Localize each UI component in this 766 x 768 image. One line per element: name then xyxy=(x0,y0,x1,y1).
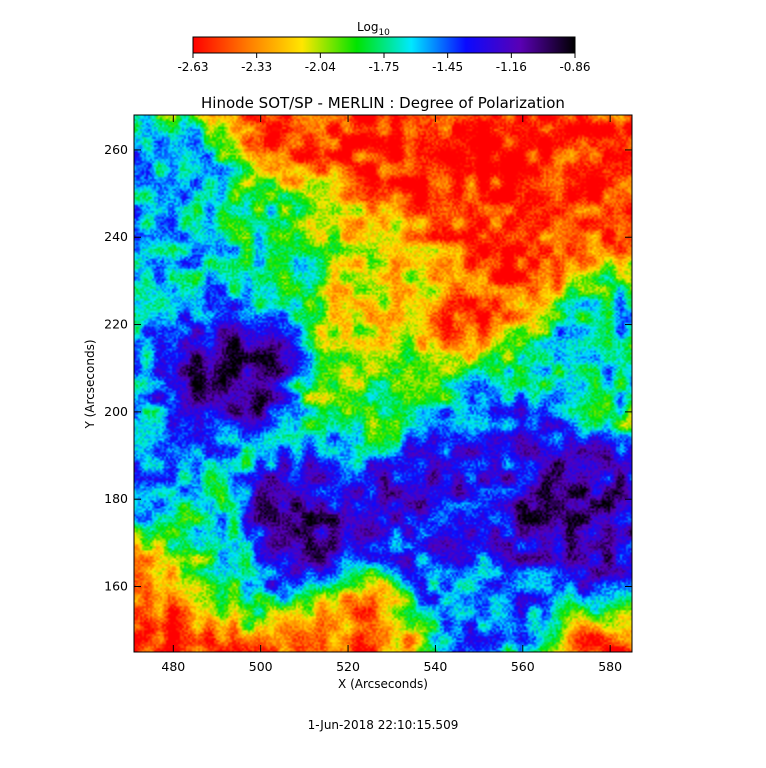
y-axis-label: Y (Arcseconds) xyxy=(83,339,97,429)
heatmap-canvas xyxy=(134,115,632,652)
colorbar-tick-label: -1.45 xyxy=(432,60,463,74)
x-tick-label: 500 xyxy=(249,659,273,674)
y-axis: 160 180 200 220 240 260 xyxy=(104,142,632,594)
x-axis: 480 500 520 540 560 580 xyxy=(161,115,622,674)
x-axis-label: X (Arcseconds) xyxy=(338,677,428,691)
x-tick-label: 480 xyxy=(161,659,185,674)
x-tick-label: 540 xyxy=(423,659,447,674)
colorbar-ticks: -2.63 -2.33 -2.04 -1.75 -1.45 -1.16 -0.86 xyxy=(177,53,591,74)
colorbar-label: Log10 xyxy=(357,20,390,38)
colorbar-tick-label: -0.86 xyxy=(559,60,590,74)
x-tick-label: 520 xyxy=(336,659,360,674)
y-tick-label: 220 xyxy=(104,317,128,332)
x-tick-label: 580 xyxy=(598,659,622,674)
y-tick-label: 260 xyxy=(104,142,128,157)
colorbar: Log10 -2.63 -2.33 -2.04 -1.75 -1.45 -1.16 -0.8… xyxy=(177,20,590,74)
y-tick-label: 160 xyxy=(104,579,128,594)
x-tick-label: 560 xyxy=(511,659,535,674)
chart-title: Hinode SOT/SP - MERLIN : Degree of Polar… xyxy=(201,94,565,112)
colorbar-tick-label: -2.04 xyxy=(305,60,336,74)
y-tick-label: 240 xyxy=(104,229,128,244)
heatmap xyxy=(134,115,632,652)
timestamp: 1-Jun-2018 22:10:15.509 xyxy=(308,718,459,732)
plot-frame xyxy=(133,114,633,653)
colorbar-tick-label: -1.16 xyxy=(496,60,527,74)
y-tick-label: 180 xyxy=(104,491,128,506)
colorbar-tick-label: -2.33 xyxy=(241,60,272,74)
colorbar-bar xyxy=(192,36,576,54)
colorbar-tick-label: -1.75 xyxy=(368,60,399,74)
y-tick-label: 200 xyxy=(104,404,128,419)
colorbar-tick-label: -2.63 xyxy=(177,60,208,74)
